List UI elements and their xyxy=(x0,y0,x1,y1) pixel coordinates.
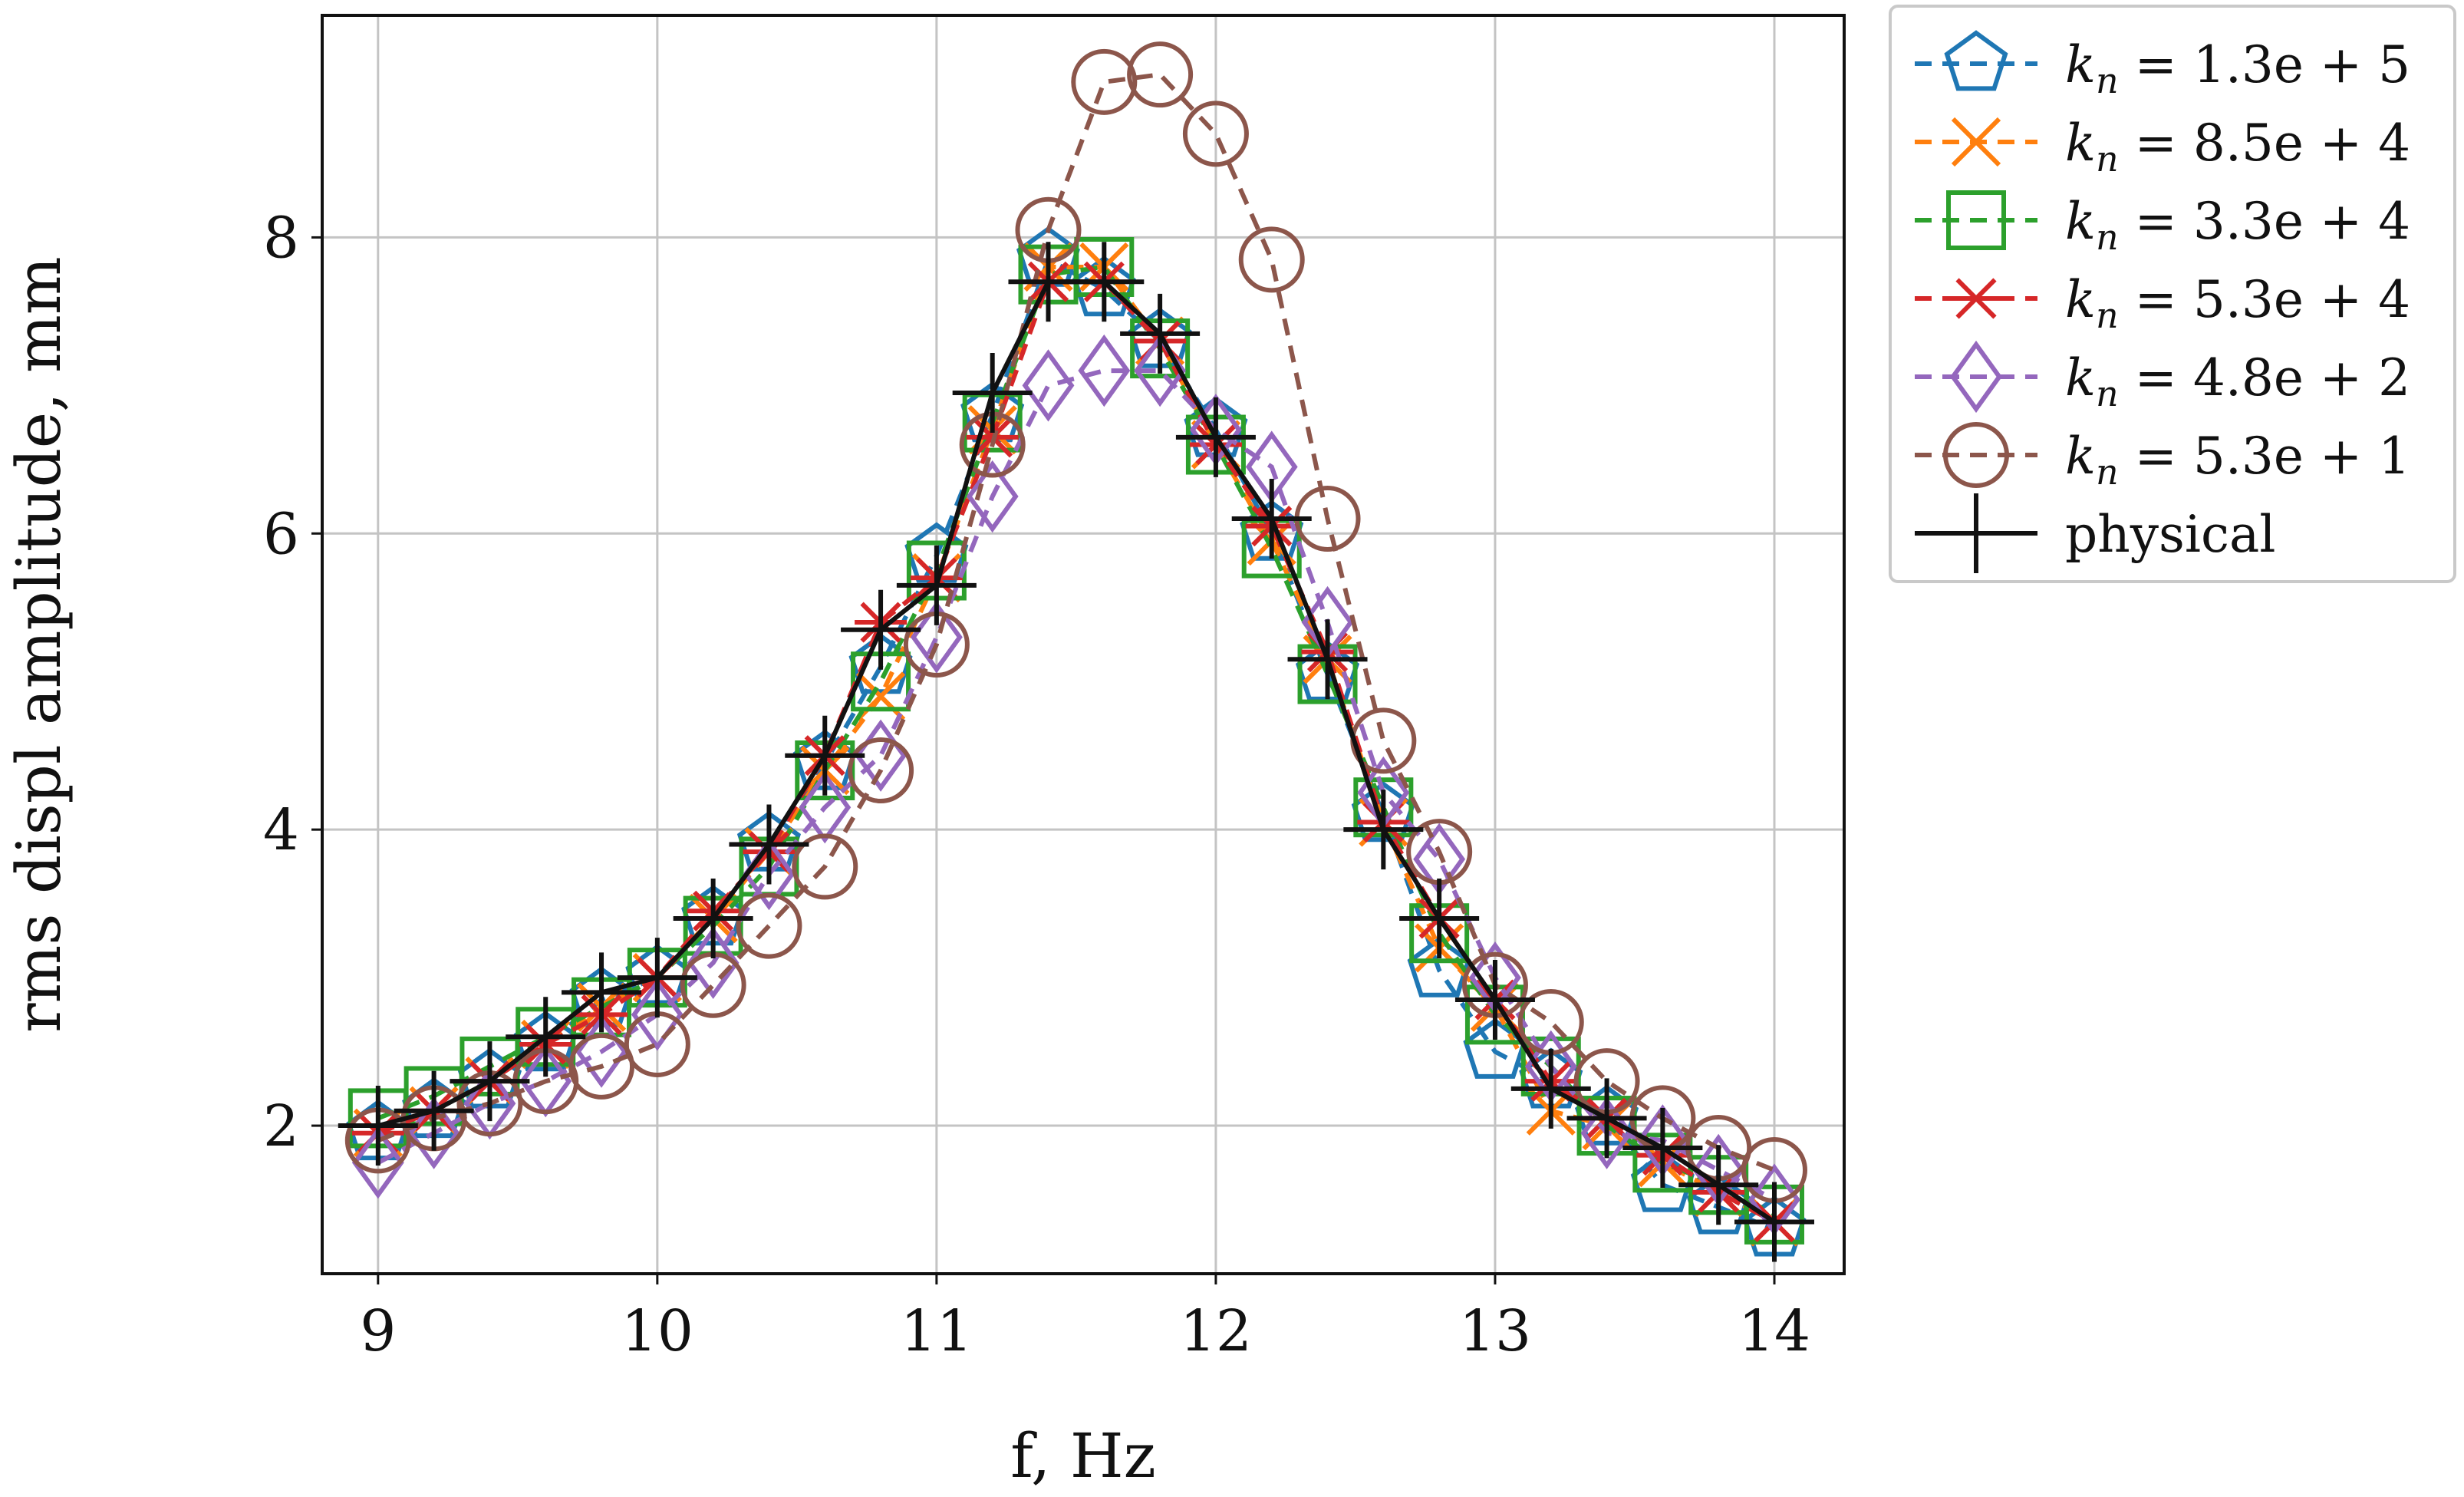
marker-circle xyxy=(1238,226,1305,293)
data-series xyxy=(338,41,1814,1262)
marker-circle xyxy=(568,1033,635,1100)
marker-plus xyxy=(1734,1182,1814,1262)
marker-pentagon xyxy=(1944,30,2008,91)
marker-diamond xyxy=(1950,340,2002,414)
y-tick-label: 4 xyxy=(263,797,299,863)
marker-plus xyxy=(1936,493,2016,573)
marker-plus xyxy=(1231,479,1312,559)
marker-plus xyxy=(450,1041,530,1122)
legend-entry: kn = 1.3e + 5 xyxy=(1915,30,2410,101)
marker-circle xyxy=(792,833,858,900)
marker-plus xyxy=(1510,1048,1591,1129)
marker-plus xyxy=(1622,1108,1703,1188)
marker-plus xyxy=(562,952,642,1033)
marker-circle xyxy=(1127,41,1194,108)
series-line xyxy=(377,264,1776,1217)
x-tick-label: 13 xyxy=(1459,1298,1531,1364)
marker-x xyxy=(1951,117,2001,167)
marker-plus xyxy=(1064,242,1145,322)
series-2 xyxy=(348,237,1804,1245)
marker-diamond xyxy=(966,460,1019,533)
marker-plus xyxy=(506,997,586,1077)
legend: kn = 1.3e + 5 kn = 8.5e + 4 kn = 3.3e + 4 k… xyxy=(1889,5,2456,583)
legend-label: kn = 8.5e + 4 xyxy=(2065,114,2410,180)
legend-entry: kn = 8.5e + 4 xyxy=(1915,114,2410,180)
marker-plus xyxy=(841,589,921,670)
marker-x xyxy=(855,671,906,721)
legend-label: physical xyxy=(2065,505,2275,564)
x-tick-label: 14 xyxy=(1738,1298,1810,1364)
marker-circle xyxy=(1182,101,1249,167)
legend-label: kn = 1.3e + 5 xyxy=(2065,35,2410,101)
marker-circle xyxy=(848,737,914,803)
axis-ticks: 9 10 11 12 13 14 2 4 6 8 xyxy=(263,205,1810,1364)
marker-plus xyxy=(1343,790,1424,870)
legend-box xyxy=(1889,5,2456,583)
marker-circle xyxy=(1943,422,2009,488)
legend-entry: kn = 4.8e + 2 xyxy=(1915,340,2410,414)
y-tick-label: 2 xyxy=(263,1093,299,1159)
marker-diamond xyxy=(687,926,740,999)
x-tick-label: 10 xyxy=(621,1298,693,1364)
marker-diamond xyxy=(351,1126,404,1199)
y-axis-label: rms displ amplitude, mm xyxy=(3,256,74,1032)
marker-diamond xyxy=(910,601,963,674)
plot-frame xyxy=(321,14,1846,1275)
legend-label: kn = 5.3e + 4 xyxy=(2065,270,2410,336)
marker-plus xyxy=(1399,878,1480,958)
marker-plus xyxy=(1454,960,1535,1040)
marker-circle xyxy=(1071,48,1138,115)
marker-square xyxy=(1946,190,2006,250)
marker-diamond xyxy=(1580,1096,1633,1169)
marker-plus xyxy=(1287,619,1368,700)
marker-plus xyxy=(1120,293,1201,374)
legend-entry: kn = 3.3e + 4 xyxy=(1915,190,2410,258)
series-3 xyxy=(351,261,1800,1243)
legend-label: kn = 4.8e + 2 xyxy=(2065,348,2410,414)
x-axis-label: f, Hz xyxy=(1010,1420,1156,1492)
marker-plus xyxy=(729,804,809,885)
grid-lines xyxy=(322,15,1844,1274)
marker-plus xyxy=(785,715,865,796)
series-6 xyxy=(338,242,1814,1262)
legend-label: kn = 3.3e + 4 xyxy=(2065,192,2410,258)
legend-entry: kn = 5.3e + 1 xyxy=(1915,422,2410,493)
marker-plus xyxy=(1566,1078,1647,1159)
marker-asterisk xyxy=(1950,278,2002,319)
marker-circle xyxy=(736,892,802,959)
marker-plus xyxy=(394,1070,474,1151)
marker-diamond xyxy=(631,978,684,1051)
series-line xyxy=(377,368,1776,1202)
x-tick-label: 11 xyxy=(901,1298,973,1364)
marker-diamond xyxy=(799,771,852,844)
legend-entry: kn = 5.3e + 4 xyxy=(1915,270,2410,336)
marker-diamond xyxy=(1022,349,1075,422)
series-line xyxy=(377,72,1776,1172)
marker-plus xyxy=(338,1086,418,1166)
marker-plus xyxy=(896,545,977,625)
marker-plus xyxy=(617,938,697,1018)
marker-plus xyxy=(952,353,1033,433)
marker-plus xyxy=(1175,397,1256,477)
legend-label: kn = 5.3e + 1 xyxy=(2065,427,2410,493)
x-tick-label: 12 xyxy=(1180,1298,1252,1364)
y-tick-label: 8 xyxy=(263,205,299,271)
legend-entry: physical xyxy=(1915,493,2275,573)
y-tick-label: 6 xyxy=(263,501,299,567)
marker-diamond xyxy=(1078,334,1131,407)
x-tick-label: 9 xyxy=(360,1298,396,1364)
marker-plus xyxy=(1678,1145,1759,1225)
marker-plus xyxy=(673,878,753,958)
